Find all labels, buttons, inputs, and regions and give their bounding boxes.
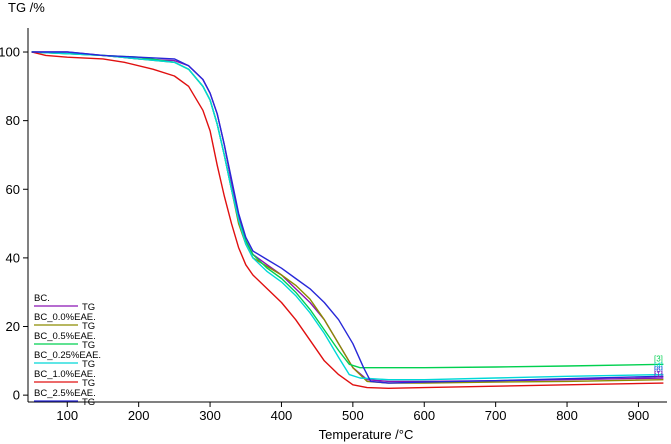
end-marker-label: [6]	[654, 366, 663, 375]
x-tick-label: 400	[271, 408, 293, 423]
legend-series-name: BC_0.5%EAE.	[34, 331, 96, 342]
x-axis-title: Temperature /°C	[319, 427, 414, 442]
end-marker-label: [4]	[654, 361, 663, 370]
y-tick-label: 80	[6, 113, 20, 128]
legend: BC.TGBC_0.0%EAE.TGBC_0.5%EAE.TGBC_0.25%E…	[34, 293, 101, 408]
legend-series-name: BC_2.5%EAE.	[34, 388, 96, 399]
x-tick-label: 900	[628, 408, 650, 423]
ticks: 100 200 300 400 500 600 700 800 900 0 20 40 60 80 100	[0, 45, 649, 423]
y-tick-label: 20	[6, 319, 20, 334]
series-line	[31, 51, 664, 383]
x-tick-label: 700	[485, 408, 507, 423]
y-tick-label: 60	[6, 182, 20, 197]
legend-series-name: BC_0.0%EAE.	[34, 312, 96, 323]
end-marker-label: [1]	[654, 370, 663, 379]
series-line	[31, 51, 664, 369]
y-tick-label: 100	[0, 45, 20, 60]
end-markers: [3][4][6][1]	[654, 354, 663, 378]
x-tick-label: 800	[556, 408, 578, 423]
end-marker-label: [3]	[654, 354, 663, 363]
x-tick-label: 500	[342, 408, 364, 423]
x-tick-label: 300	[199, 408, 221, 423]
y-axis-title: TG /%	[8, 0, 45, 15]
y-tick-label: 40	[6, 250, 20, 265]
series-lines	[31, 51, 664, 389]
legend-unit-label: TG	[82, 378, 95, 389]
x-tick-label: 600	[413, 408, 435, 423]
legend-unit-label: TG	[82, 302, 95, 313]
series-line	[31, 51, 664, 381]
legend-series-name: BC.	[34, 293, 50, 304]
series-line	[31, 51, 664, 384]
legend-series-name: BC_1.0%EAE.	[34, 369, 96, 380]
legend-unit-label: TG	[82, 359, 95, 370]
y-tick-label: 0	[13, 388, 20, 403]
x-tick-label: 100	[56, 408, 78, 423]
legend-series-name: BC_0.25%EAE.	[34, 350, 101, 361]
axes	[27, 28, 667, 403]
series-line	[31, 51, 664, 389]
legend-unit-label: TG	[82, 321, 95, 332]
legend-unit-label: TG	[82, 397, 95, 408]
x-tick-label: 200	[128, 408, 150, 423]
legend-unit-label: TG	[82, 340, 95, 351]
